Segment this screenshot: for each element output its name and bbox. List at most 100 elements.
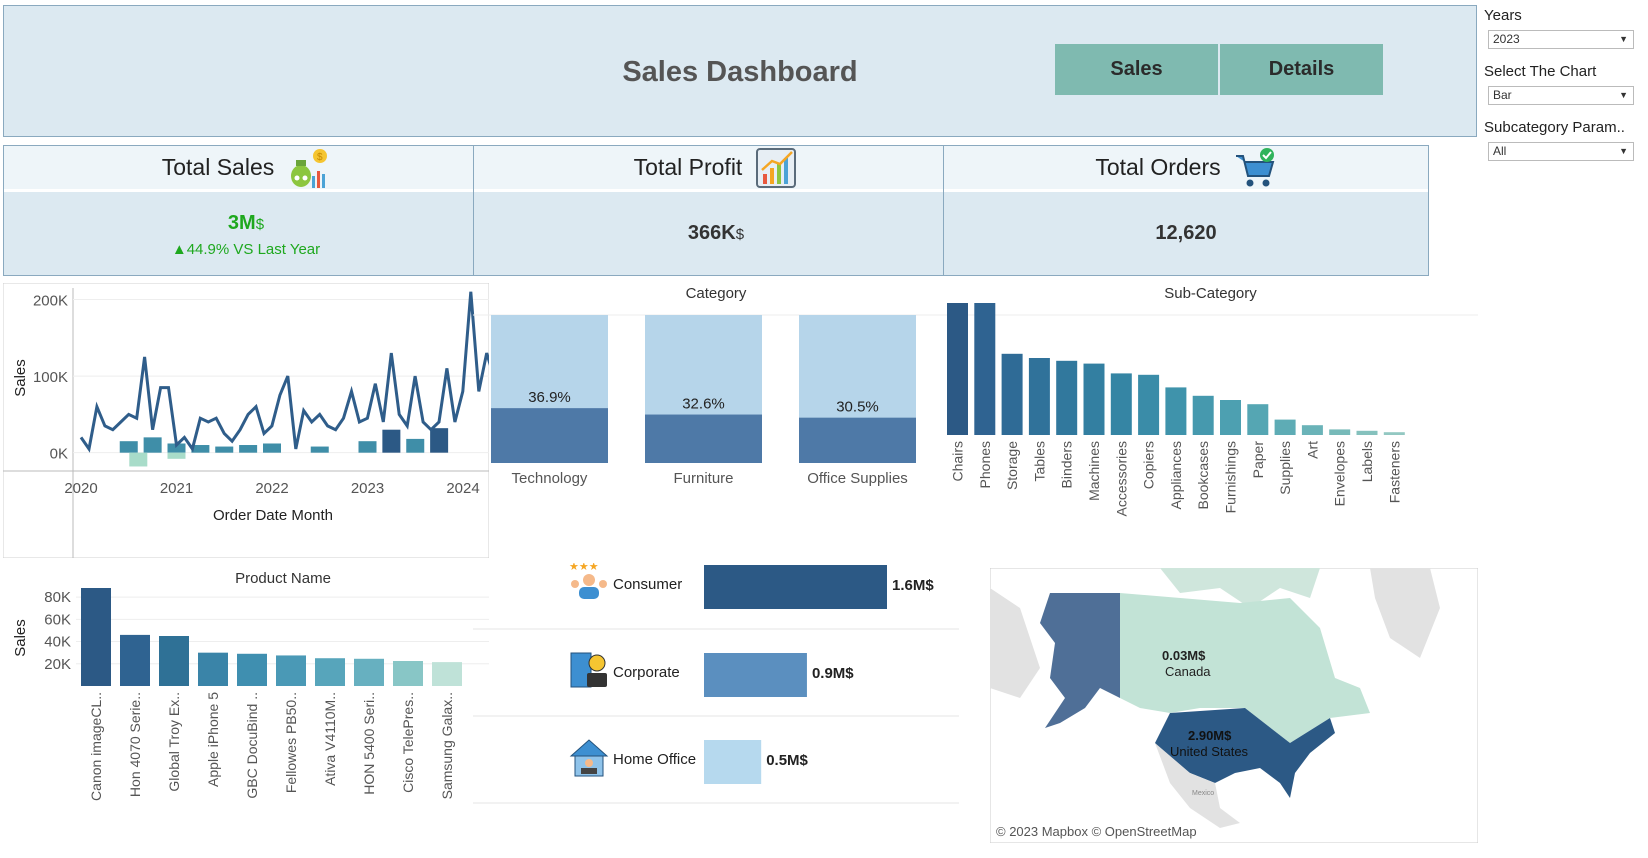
years-label: Years [1484,7,1522,24]
consumer-head [599,580,607,588]
chevron-down-icon: ▼ [1619,90,1628,100]
product-chart: 80K 60K 40K 20K Sales Canon imageCL.. Hon 4070… [12,588,489,801]
sales-button[interactable]: Sales [1055,44,1218,95]
subcategory-chart: Chairs Phones Storage Tables Binders Machines… [943,303,1478,516]
product-label: Samsung Galax.. [439,692,455,799]
subcategory-label: Labels [1359,441,1375,482]
subcategory-label: Fasteners [1386,441,1402,503]
subcategory-label: Phones [977,441,993,488]
total-orders-value: 12,620 [1155,222,1217,244]
x-tick-label: 2024 [446,480,479,497]
subcategory-bar [947,303,968,435]
category-label: Furniture [673,470,733,487]
segment-bar [704,565,887,609]
product-bar [315,658,345,686]
subcategory-label: Tables [1031,441,1047,481]
product-bar [432,662,462,686]
subcategory-label: Furnishings [1223,441,1239,513]
total-profit-value: 366K$ [687,222,745,244]
subcategory-bar [1220,400,1241,435]
x-axis-title: Order Date Month [213,507,333,524]
y-tick-label: 80K [44,589,71,606]
sales-bar [310,446,329,453]
subcategory-label: Supplies [1277,441,1293,495]
canada-shape [1120,593,1370,743]
total-profit-title: Total Profit [633,154,743,180]
segment-value-label: 0.5M$ [766,752,808,769]
subcategory-label: Copiers [1141,441,1157,489]
subcategory-bar [1329,429,1351,435]
product-label: Global Troy Ex.. [166,692,182,792]
greenland-shape [1370,568,1440,658]
canada-value: 0.03M$ [1162,648,1206,663]
subcategory-bar [1383,432,1405,435]
chart-select[interactable]: Bar ▼ [1488,86,1634,105]
category-bar-share [645,414,762,463]
mexico-label: Mexico [1192,790,1214,797]
subcategory-bar [1028,358,1050,435]
category-percent-label: 36.9% [528,389,571,406]
subcategory-bar [1138,374,1160,435]
home-office-icon [569,739,609,777]
y-tick-label: 0K [50,446,68,463]
subcategory-label: Bookcases [1195,441,1211,509]
home-laptop [581,768,597,774]
product-label: HON 5400 Seri.. [361,692,377,795]
subcategory-label: Accessories [1113,441,1129,516]
subcategory-label: Chairs [950,441,966,481]
category-chart: 36.9% Technology 32.6% Furniture 30.5% Office… [473,314,959,487]
product-label: Canon imageCL.. [88,692,104,801]
segment-bar [704,740,762,784]
category-bar-share [491,408,608,463]
home-person [585,759,593,767]
subcategory-label: Machines [1086,441,1102,501]
sales-bar [358,441,377,453]
subcategory-label: Paper [1250,441,1266,479]
sales-map[interactable]: 0.03M$ Canada 2.90M$ United States Mexic… [990,568,1478,843]
sales-bar [167,443,186,453]
y-tick-label: 40K [44,634,71,651]
mexico-shape [1155,743,1240,828]
corporate-coin [588,654,606,672]
subcategory-bar [1110,373,1132,435]
growth-chart-icon [756,147,797,188]
consumer-head [583,574,595,586]
sales-bar [215,446,234,453]
x-tick-label: 2020 [64,480,97,497]
product-bar [159,636,189,686]
consumer-icon: ★★★ [569,563,607,599]
x-tick-label: 2023 [351,480,384,497]
subcategory-label: Art [1304,441,1320,459]
product-bar [393,661,423,686]
total-sales-card: Total Sales $ 3M$ ▲44.9% VS Last Year [3,145,489,276]
dashboard-header: Sales Dashboard Sales Details [3,5,1477,137]
alaska-shape [1040,593,1120,728]
corporate-building [570,652,592,688]
sales-bar [191,445,210,453]
segment-chart: ★★★ Consumer 1.6M$ Corporate 0.9M$ Home Offic… [473,563,959,804]
sales-bar [119,441,138,453]
sales-bar [143,437,162,453]
subcategory-label: Appliances [1168,441,1184,510]
subcategory-bar [1356,430,1378,435]
years-select[interactable]: 2023 ▼ [1488,30,1634,49]
category-chart-title: Category [685,285,747,302]
consumer-head [571,580,579,588]
details-button[interactable]: Details [1220,44,1383,95]
subcategory-bar [1056,360,1078,435]
sales-bar [406,438,425,453]
subcategory-bar [1274,419,1296,435]
y-tick-label: 100K [33,369,68,386]
total-sales-title: Total Sales [161,154,275,180]
total-sales-value: 3M$ [227,212,265,234]
product-label: Ativa V4110M.. [322,692,338,786]
segment-value-label: 0.9M$ [812,665,854,682]
y-tick-label: 200K [33,292,68,309]
map-attribution: © 2023 Mapbox © OpenStreetMap [996,824,1197,839]
subcategory-param-select[interactable]: All ▼ [1488,142,1634,161]
sales-line [79,291,489,453]
chart-select-label: Select The Chart [1484,63,1597,80]
category-percent-label: 32.6% [682,396,725,413]
sales-bar [167,452,186,459]
subcategory-label: Storage [1004,441,1020,490]
